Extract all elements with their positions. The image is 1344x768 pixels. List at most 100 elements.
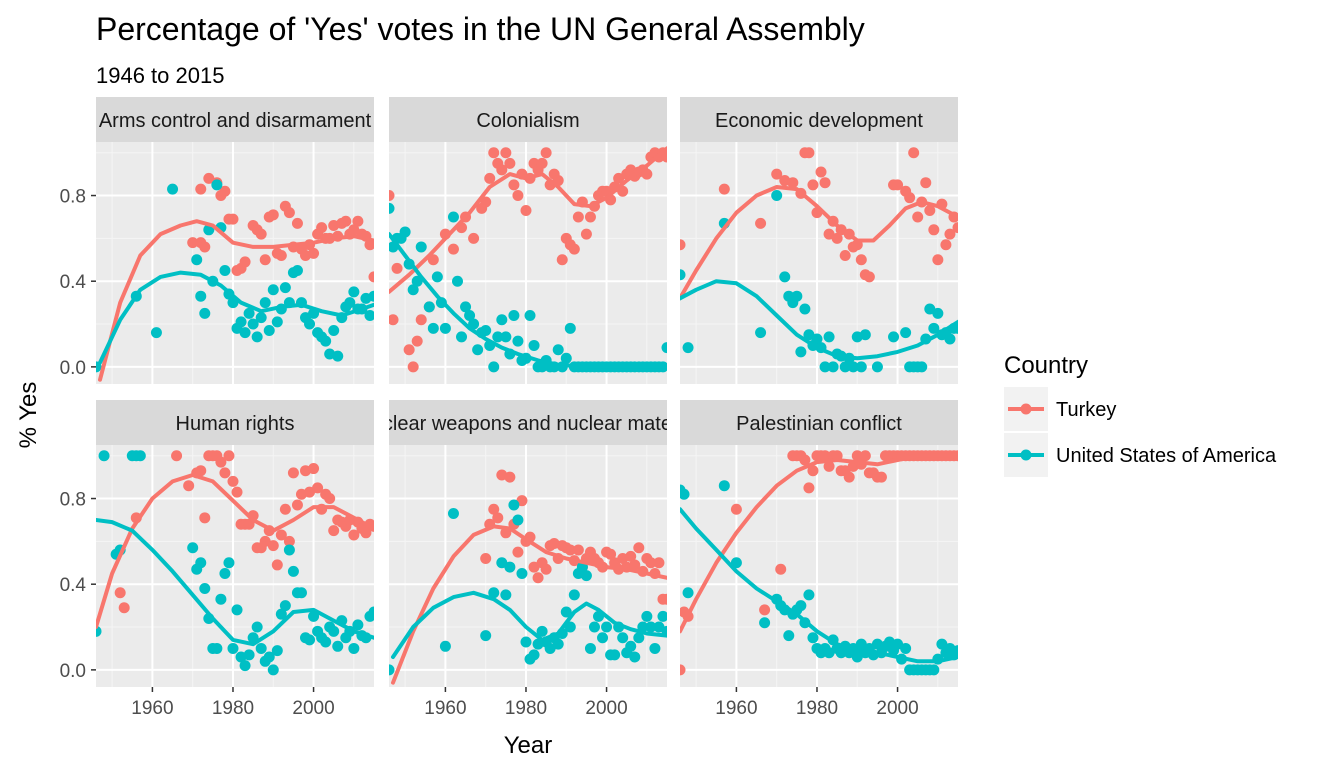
- point-turkey: [271, 559, 283, 571]
- point-turkey: [932, 254, 944, 266]
- point-united-states-of-america: [134, 450, 146, 462]
- point-turkey: [572, 211, 584, 223]
- point-united-states-of-america: [447, 508, 459, 520]
- point-united-states-of-america: [488, 361, 500, 373]
- point-united-states-of-america: [516, 567, 528, 579]
- point-united-states-of-america: [251, 331, 263, 343]
- facet-strip-label: Arms control and disarmament: [99, 110, 372, 132]
- point-turkey: [187, 237, 199, 249]
- point-turkey: [447, 243, 459, 255]
- point-united-states-of-america: [295, 587, 307, 599]
- point-turkey: [227, 475, 239, 487]
- point-united-states-of-america: [407, 284, 419, 296]
- point-turkey: [532, 572, 544, 584]
- point-united-states-of-america: [718, 480, 730, 492]
- smooth-line-turkey: [680, 453, 958, 634]
- y-tick-label: 0.4: [60, 272, 87, 293]
- point-united-states-of-america: [847, 361, 859, 373]
- point-united-states-of-america: [859, 329, 871, 341]
- point-united-states-of-america: [524, 309, 536, 321]
- point-united-states-of-america: [791, 290, 803, 302]
- point-turkey: [480, 196, 492, 208]
- point-turkey: [641, 168, 653, 180]
- point-united-states-of-america: [215, 593, 227, 605]
- point-united-states-of-america: [900, 642, 912, 654]
- point-united-states-of-america: [191, 254, 203, 266]
- point-turkey: [389, 190, 395, 202]
- point-turkey: [389, 314, 399, 326]
- x-tick-label: 1960: [424, 698, 466, 719]
- point-united-states-of-america: [520, 636, 532, 648]
- y-axis-label: % Yes: [15, 382, 42, 449]
- facet-strip-label: Colonialism: [476, 110, 579, 132]
- point-united-states-of-america: [399, 226, 411, 238]
- point-united-states-of-america: [480, 324, 492, 336]
- point-turkey: [823, 228, 835, 240]
- point-united-states-of-america: [96, 625, 102, 637]
- facet-strip: [389, 97, 667, 142]
- x-tick-label: 1980: [505, 698, 547, 719]
- point-united-states-of-america: [759, 617, 771, 629]
- point-turkey: [480, 553, 492, 565]
- point-united-states-of-america: [512, 335, 524, 347]
- point-united-states-of-america: [304, 318, 316, 330]
- point-united-states-of-america: [807, 632, 819, 644]
- legend: Country Turkey United States of America: [1004, 352, 1277, 477]
- point-united-states-of-america: [504, 561, 516, 573]
- point-united-states-of-america: [328, 625, 340, 637]
- smooth-line-turkey: [680, 185, 958, 301]
- point-turkey: [528, 561, 540, 573]
- point-united-states-of-america: [320, 335, 332, 347]
- point-turkey: [255, 228, 267, 240]
- point-turkey: [912, 211, 924, 223]
- point-united-states-of-america: [451, 275, 463, 287]
- point-united-states-of-america: [827, 361, 839, 373]
- point-united-states-of-america: [271, 645, 283, 657]
- legend-label: United States of America: [1056, 445, 1277, 467]
- point-united-states-of-america: [528, 649, 540, 661]
- point-turkey: [843, 471, 855, 483]
- point-turkey: [267, 540, 279, 552]
- smooth-line-united-states-of-america: [389, 232, 667, 369]
- point-united-states-of-america: [799, 303, 811, 315]
- point-united-states-of-america: [512, 514, 524, 526]
- point-turkey: [219, 467, 231, 479]
- point-united-states-of-america: [352, 619, 364, 631]
- point-united-states-of-america: [855, 361, 867, 373]
- facet-strip: [389, 400, 667, 445]
- point-turkey: [183, 480, 195, 492]
- facet-strip-label: Nuclear weapons and nuclear material: [357, 413, 698, 435]
- facet-strip-label: Palestinian conflict: [736, 413, 902, 435]
- point-turkey: [223, 450, 235, 462]
- point-united-states-of-america: [423, 301, 435, 313]
- point-united-states-of-america: [263, 651, 275, 663]
- point-turkey: [504, 157, 516, 169]
- x-tick-label: 2000: [876, 698, 918, 719]
- point-turkey: [940, 239, 952, 251]
- point-united-states-of-america: [235, 316, 247, 328]
- point-united-states-of-america: [508, 309, 520, 321]
- point-turkey: [360, 527, 372, 539]
- point-turkey: [199, 512, 211, 524]
- point-united-states-of-america: [211, 642, 223, 654]
- point-united-states-of-america: [199, 582, 211, 594]
- point-united-states-of-america: [195, 557, 207, 569]
- panel-palestinian-conflict: Palestinian conflict: [680, 400, 958, 687]
- panel-nuclear-weapons-and-nuclear-material: Nuclear weapons and nuclear material: [357, 400, 698, 687]
- point-united-states-of-america: [267, 284, 279, 296]
- point-united-states-of-america: [332, 350, 344, 362]
- point-turkey: [819, 450, 831, 462]
- point-turkey: [504, 471, 516, 483]
- facet-strip-label: Economic development: [715, 110, 923, 132]
- point-turkey: [407, 361, 419, 373]
- point-united-states-of-america: [928, 664, 940, 676]
- point-united-states-of-america: [464, 309, 476, 321]
- point-united-states-of-america: [584, 642, 596, 654]
- point-united-states-of-america: [243, 649, 255, 661]
- point-united-states-of-america: [488, 587, 500, 599]
- point-turkey: [411, 335, 423, 347]
- point-united-states-of-america: [657, 610, 667, 622]
- point-united-states-of-america: [500, 589, 512, 601]
- legend-item-united-states-of-america: United States of America: [1004, 433, 1277, 477]
- point-turkey: [195, 465, 207, 477]
